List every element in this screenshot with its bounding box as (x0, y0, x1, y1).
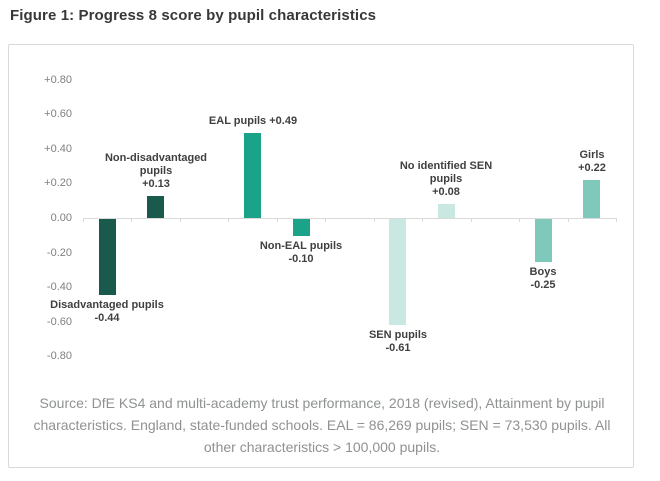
y-axis-tick-label: +0.20 (44, 177, 72, 189)
bar-label-boys: Boys -0.25 (529, 266, 557, 291)
bar-label-no-identified-sen-pupils: No identified SEN pupils +0.08 (399, 160, 493, 198)
x-axis-tick (422, 218, 423, 222)
y-axis-tick-label: -0.40 (46, 281, 72, 293)
y-axis-tick-label: +0.80 (44, 74, 72, 86)
x-axis-tick (180, 218, 181, 222)
x-axis-tick (325, 218, 326, 222)
bar-boys (535, 219, 552, 262)
bar-label-non-eal-pupils: Non-EAL pupils -0.10 (259, 240, 343, 265)
bar-eal-pupils (244, 133, 261, 218)
x-axis-tick (83, 218, 84, 222)
x-axis-tick (616, 218, 617, 222)
bar-sen-pupils (389, 219, 406, 325)
y-axis-tick-label: +0.40 (44, 143, 72, 155)
y-axis-tick-label: 0.00 (50, 212, 72, 224)
x-axis-tick (568, 218, 569, 222)
y-axis-tick-label: -0.60 (46, 316, 72, 328)
bar-label-eal-pupils: EAL pupils +0.49 (208, 115, 298, 127)
source-note: Source: DfE KS4 and multi-academy trust … (33, 395, 611, 455)
bar-no-identified-sen-pupils (438, 204, 455, 218)
bar-non-disadvantaged-pupils (147, 196, 164, 218)
bar-disadvantaged-pupils (99, 219, 116, 295)
plot-area: +0.80 +0.60 +0.40 +0.20 0.00 -0.20 -0.40 -0.60 -… (9, 45, 635, 385)
bar-non-eal-pupils (293, 219, 310, 236)
x-axis-tick (228, 218, 229, 222)
bar-girls (583, 180, 600, 218)
x-axis-tick (131, 218, 132, 222)
x-axis-tick (519, 218, 520, 222)
x-axis-line (83, 218, 616, 219)
bar-label-disadvantaged-pupils: Disadvantaged pupils -0.44 (50, 299, 164, 324)
x-axis-tick (471, 218, 472, 222)
chart-card: +0.80 +0.60 +0.40 +0.20 0.00 -0.20 -0.40 -0.60 -… (8, 44, 634, 468)
x-axis-tick (374, 218, 375, 222)
bar-label-non-disadvantaged-pupils: Non-disadvantaged pupils +0.13 (104, 152, 208, 190)
x-axis-tick (277, 218, 278, 222)
y-axis-tick-label: +0.60 (44, 108, 72, 120)
y-axis-tick-label: -0.80 (46, 350, 72, 362)
y-axis-tick-label: -0.20 (46, 247, 72, 259)
bar-label-sen-pupils: SEN pupils -0.61 (368, 329, 428, 354)
figure-title: Figure 1: Progress 8 score by pupil char… (10, 7, 377, 24)
bar-label-girls: Girls +0.22 (578, 149, 606, 174)
